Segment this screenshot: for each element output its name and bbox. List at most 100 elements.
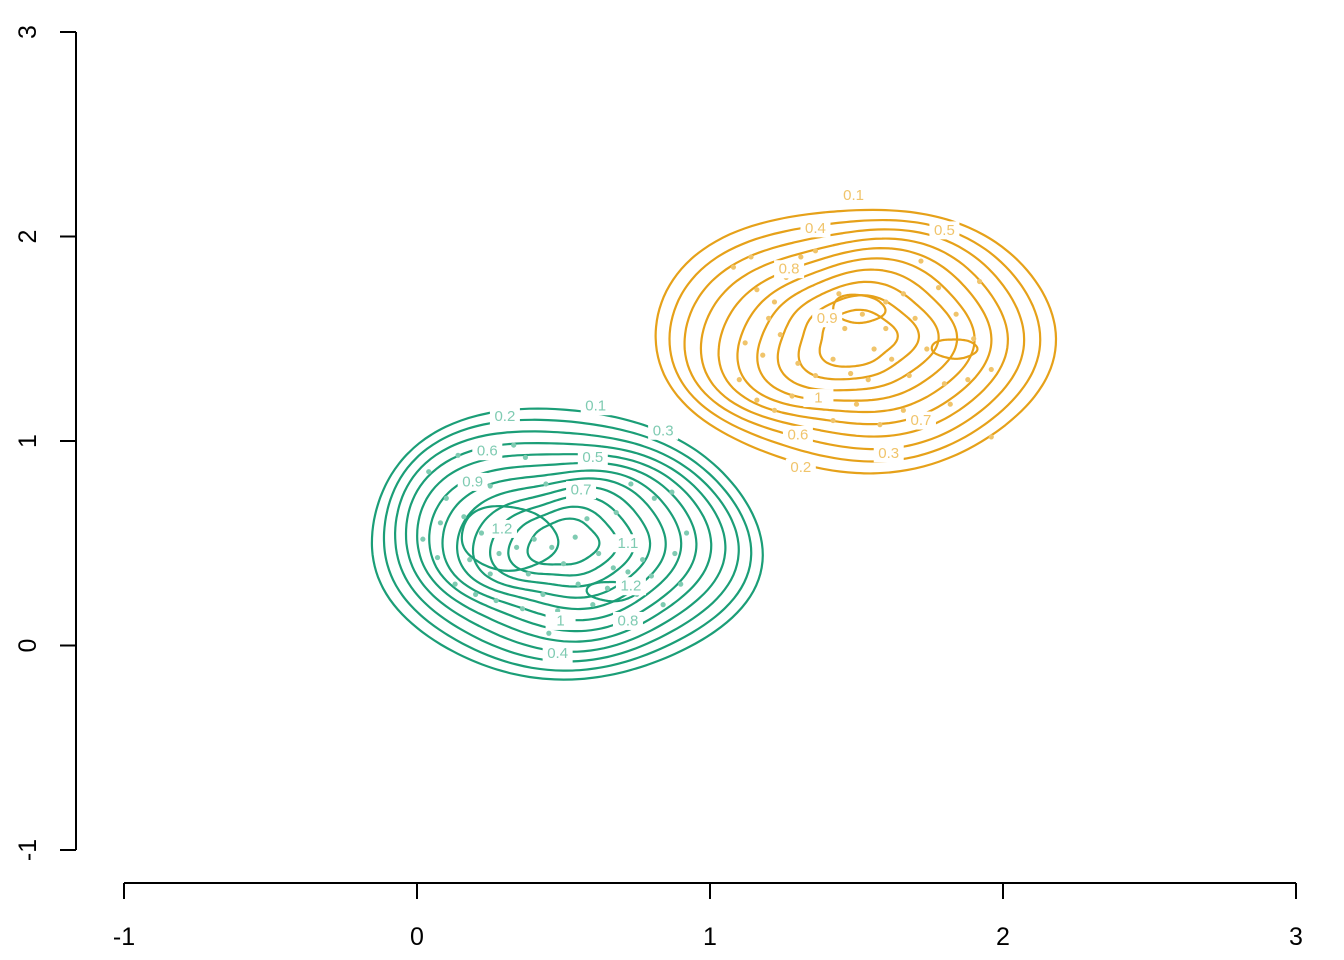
data-point [953,311,959,317]
contour-line [699,237,1010,438]
point-layer [420,248,994,636]
data-point [560,561,567,567]
data-point [771,407,778,413]
data-point [610,565,616,571]
data-point [947,401,953,407]
data-point [848,370,854,377]
data-point [924,346,930,352]
data-point [906,372,912,379]
data-point [493,597,499,604]
data-point [754,287,760,293]
contour-line [776,280,940,392]
data-point [590,602,596,608]
data-point [651,495,657,501]
data-point [437,520,444,526]
contour-level-label: 0.1 [585,398,606,415]
data-point [572,534,578,540]
contour-level-label: 1 [814,390,822,407]
data-point [546,630,552,636]
data-point [789,393,795,399]
contour-level-label: 0.1 [843,187,864,204]
data-point [672,550,678,557]
y-tick-label: 1 [14,434,42,448]
contour-label-bg [785,458,816,477]
data-point [660,602,666,608]
data-point [531,536,537,542]
contour-level-label: 0.4 [547,645,568,662]
data-point [736,377,742,383]
contour-label-bg [489,407,520,426]
data-point [900,407,906,413]
x-tick-label: 0 [410,923,424,951]
data-point [596,550,602,557]
data-point [889,356,895,362]
data-point [971,336,977,342]
data-point [988,366,994,373]
contour-label-bg [774,260,805,279]
data-point [443,495,449,501]
contour-line [668,218,1042,463]
data-point [625,569,631,575]
data-point [730,264,737,270]
data-point [420,536,426,542]
contour-level-label: 0.5 [582,449,603,466]
x-tick-label: 2 [996,923,1010,951]
data-point [742,340,748,346]
data-point [584,516,590,522]
contour-label-bg [612,611,643,630]
contour-label-bg [800,219,831,238]
data-point [976,278,983,285]
data-point [604,585,611,591]
data-point [461,514,467,520]
contour-label-bg [472,442,503,461]
contour-label-bg [612,534,643,553]
data-point [935,285,942,291]
data-point [771,299,778,305]
data-point [795,360,801,366]
data-point [830,356,836,362]
contour-line [818,308,899,368]
contour-peak [930,338,979,360]
data-point [525,571,531,577]
contour-line [471,485,652,599]
data-point [496,550,502,557]
contour-level-label: 0.9 [462,473,483,490]
axes: -1 0 1 2 3 -1 0 1 2 3 [14,25,1303,951]
data-point [478,530,485,536]
contour-label-bg [615,577,646,596]
data-point [487,571,493,577]
data-point [519,606,526,612]
data-point [883,299,889,305]
contour-line [736,257,976,414]
data-point [473,591,479,597]
data-point [613,509,619,516]
data-point [678,581,684,587]
contour-label-bg [577,448,608,467]
contour-level-label: 0.8 [779,261,800,278]
data-point [918,258,924,264]
data-point [877,422,883,428]
contour-label-bg [812,309,843,328]
contour-level-label: 1.2 [492,520,513,537]
x-tick-label: 1 [703,923,717,951]
contour-line [507,505,619,577]
data-point [683,530,690,536]
data-point [748,254,754,260]
data-point [628,481,634,487]
contour-label-bg [648,421,679,440]
data-point [511,442,517,448]
data-point [842,325,848,332]
contour-level-label: 0.7 [571,482,592,499]
contour-label-bg [580,397,611,416]
data-point [669,489,675,495]
data-point [812,372,819,379]
contour-level-label: 0.2 [494,408,515,425]
data-point [754,397,760,403]
data-point [830,417,836,424]
data-point [640,557,646,563]
data-point [900,291,906,297]
y-tick-label: 3 [14,25,42,39]
contour-peak [460,504,560,572]
data-point [912,315,918,321]
data-point [467,557,473,563]
